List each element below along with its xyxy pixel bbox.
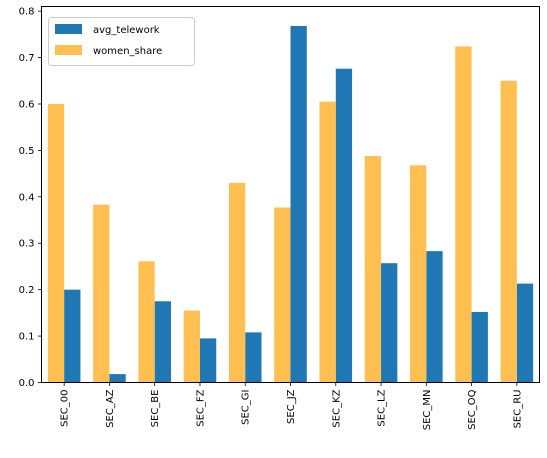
bar-women-share-sec-oq <box>455 46 472 383</box>
bar-women-share-sec-jz <box>274 207 291 383</box>
y-tick-label: 0.4 <box>19 192 35 203</box>
bar-avg-telework-sec-oq <box>471 311 488 383</box>
bar-avg-telework-sec-kz <box>335 68 353 383</box>
bar-women-share-sec-00 <box>47 103 65 383</box>
bar-women-share-sec-fz <box>183 310 200 383</box>
y-tick-label: 0.3 <box>19 239 35 250</box>
bar-avg-telework-sec-lz <box>381 263 398 383</box>
legend-label-women-share: women_share <box>93 46 162 57</box>
x-tick-label: SEC_LZ <box>377 389 388 426</box>
legend-label-avg-telework: avg_telework <box>93 25 160 36</box>
bar-women-share-sec-ru <box>500 80 517 383</box>
legend-swatch-avg-telework <box>55 24 82 34</box>
y-tick-label: 0.6 <box>19 99 35 110</box>
avg-telework-bars <box>64 25 534 383</box>
y-tick-label: 0.5 <box>19 146 35 157</box>
y-tick-label: 0.7 <box>19 53 35 64</box>
bar-women-share-sec-mn <box>410 165 427 383</box>
x-tick-label: SEC_FZ <box>195 389 206 426</box>
x-tick-label: SEC_GI <box>241 390 252 425</box>
bar-women-share-sec-kz <box>319 101 336 383</box>
bar-women-share-sec-gi <box>228 182 246 383</box>
bar-women-share-sec-az <box>93 204 110 383</box>
women-share-bars <box>47 46 517 383</box>
bar-avg-telework-sec-ru <box>516 283 534 383</box>
bar-avg-telework-sec-be <box>154 301 171 383</box>
y-tick-label: 0.0 <box>19 378 35 389</box>
bar-avg-telework-sec-gi <box>245 332 262 383</box>
x-tick-label: SEC_BE <box>150 390 161 428</box>
bar-women-share-sec-be <box>138 261 155 383</box>
bar-avg-telework-sec-00 <box>64 289 81 383</box>
x-axis: SEC_00 SEC_AZ SEC_BE SEC_FZ SEC_GI SEC_JZ SEC_… <box>60 382 523 431</box>
bar-avg-telework-sec-jz <box>290 25 307 383</box>
x-tick-label: SEC_OQ <box>467 389 478 430</box>
x-tick-label: SEC_JZ <box>286 389 297 424</box>
x-tick-label: SEC_MN <box>422 390 433 431</box>
x-tick-label: SEC_RU <box>512 390 523 429</box>
legend-frame <box>48 17 195 66</box>
x-tick-label: SEC_AZ <box>105 389 116 427</box>
bar-avg-telework-sec-az <box>109 374 126 383</box>
bar-avg-telework-sec-mn <box>426 251 443 383</box>
bar-women-share-sec-lz <box>364 155 382 383</box>
x-tick-label: SEC_00 <box>60 390 71 427</box>
bar-avg-telework-sec-fz <box>199 338 217 383</box>
legend: avg_telework women_share <box>48 17 195 66</box>
y-tick-label: 0.2 <box>19 285 35 296</box>
x-tick-label: SEC_KZ <box>331 389 342 427</box>
y-tick-label: 0.8 <box>19 7 35 18</box>
y-axis: 0.0 0.1 0.2 0.3 0.4 0.5 0.6 0.7 0.8 <box>19 7 42 389</box>
legend-swatch-women-share <box>55 45 82 55</box>
y-tick-label: 0.1 <box>19 332 35 343</box>
